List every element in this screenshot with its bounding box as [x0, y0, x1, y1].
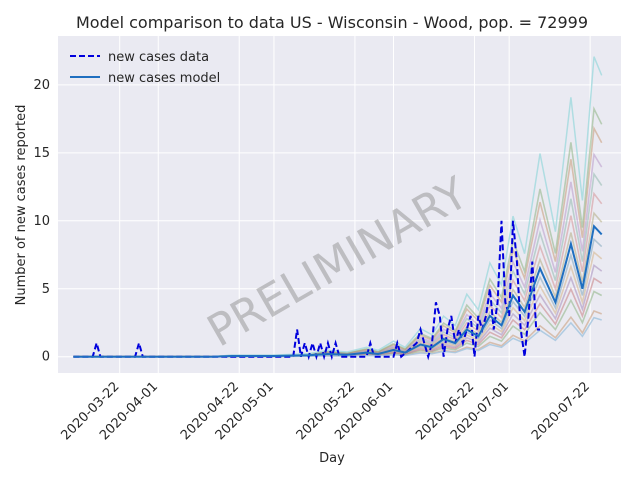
chart-title: Model comparison to data US - Wisconsin …	[76, 13, 588, 32]
y-tick-label: 0	[42, 350, 50, 365]
x-tick-label: 2020-07-22	[529, 379, 593, 443]
y-tick-label: 10	[33, 214, 50, 229]
data-series-line	[73, 220, 540, 361]
ensemble-line	[73, 56, 603, 358]
y-tick-label: 15	[33, 146, 50, 161]
x-axis-label: Day	[319, 451, 345, 466]
y-tick-label: 20	[33, 78, 50, 93]
y-tick-labels: 0 5 10 15 20	[33, 78, 50, 365]
y-axis-label: Number of new cases reported	[14, 105, 29, 306]
model-series-line	[73, 224, 603, 358]
y-tick-label: 5	[42, 282, 50, 297]
legend-label-data: new cases data	[108, 50, 209, 65]
legend-label-model: new cases model	[108, 71, 220, 86]
plot-background	[58, 36, 621, 373]
legend: new cases data new cases model	[70, 50, 220, 86]
series-group	[73, 220, 603, 361]
